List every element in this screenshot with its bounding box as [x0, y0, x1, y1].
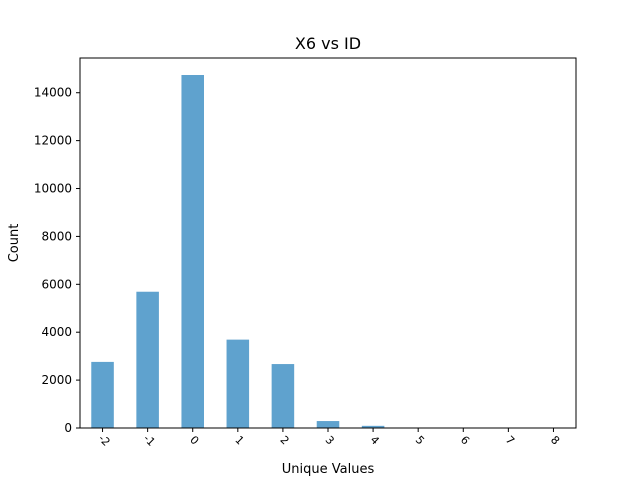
bar-1 — [227, 340, 250, 428]
bar--2 — [91, 362, 114, 428]
y-axis-label: Count — [7, 224, 22, 263]
bar-0 — [181, 75, 204, 428]
y-tick-label: 14000 — [34, 86, 72, 100]
bar-2 — [272, 364, 295, 428]
bar-3 — [317, 421, 340, 428]
bar--1 — [136, 292, 159, 428]
y-tick-label: 12000 — [34, 134, 72, 148]
y-tick-label: 4000 — [41, 325, 72, 339]
y-tick-label: 6000 — [41, 277, 72, 291]
y-tick-label: 2000 — [41, 373, 72, 387]
y-tick-label: 8000 — [41, 229, 72, 243]
y-tick-label: 10000 — [34, 182, 72, 196]
y-tick-label: 0 — [64, 421, 72, 435]
chart-title: X6 vs ID — [295, 34, 361, 53]
x-axis-label: Unique Values — [282, 462, 375, 477]
